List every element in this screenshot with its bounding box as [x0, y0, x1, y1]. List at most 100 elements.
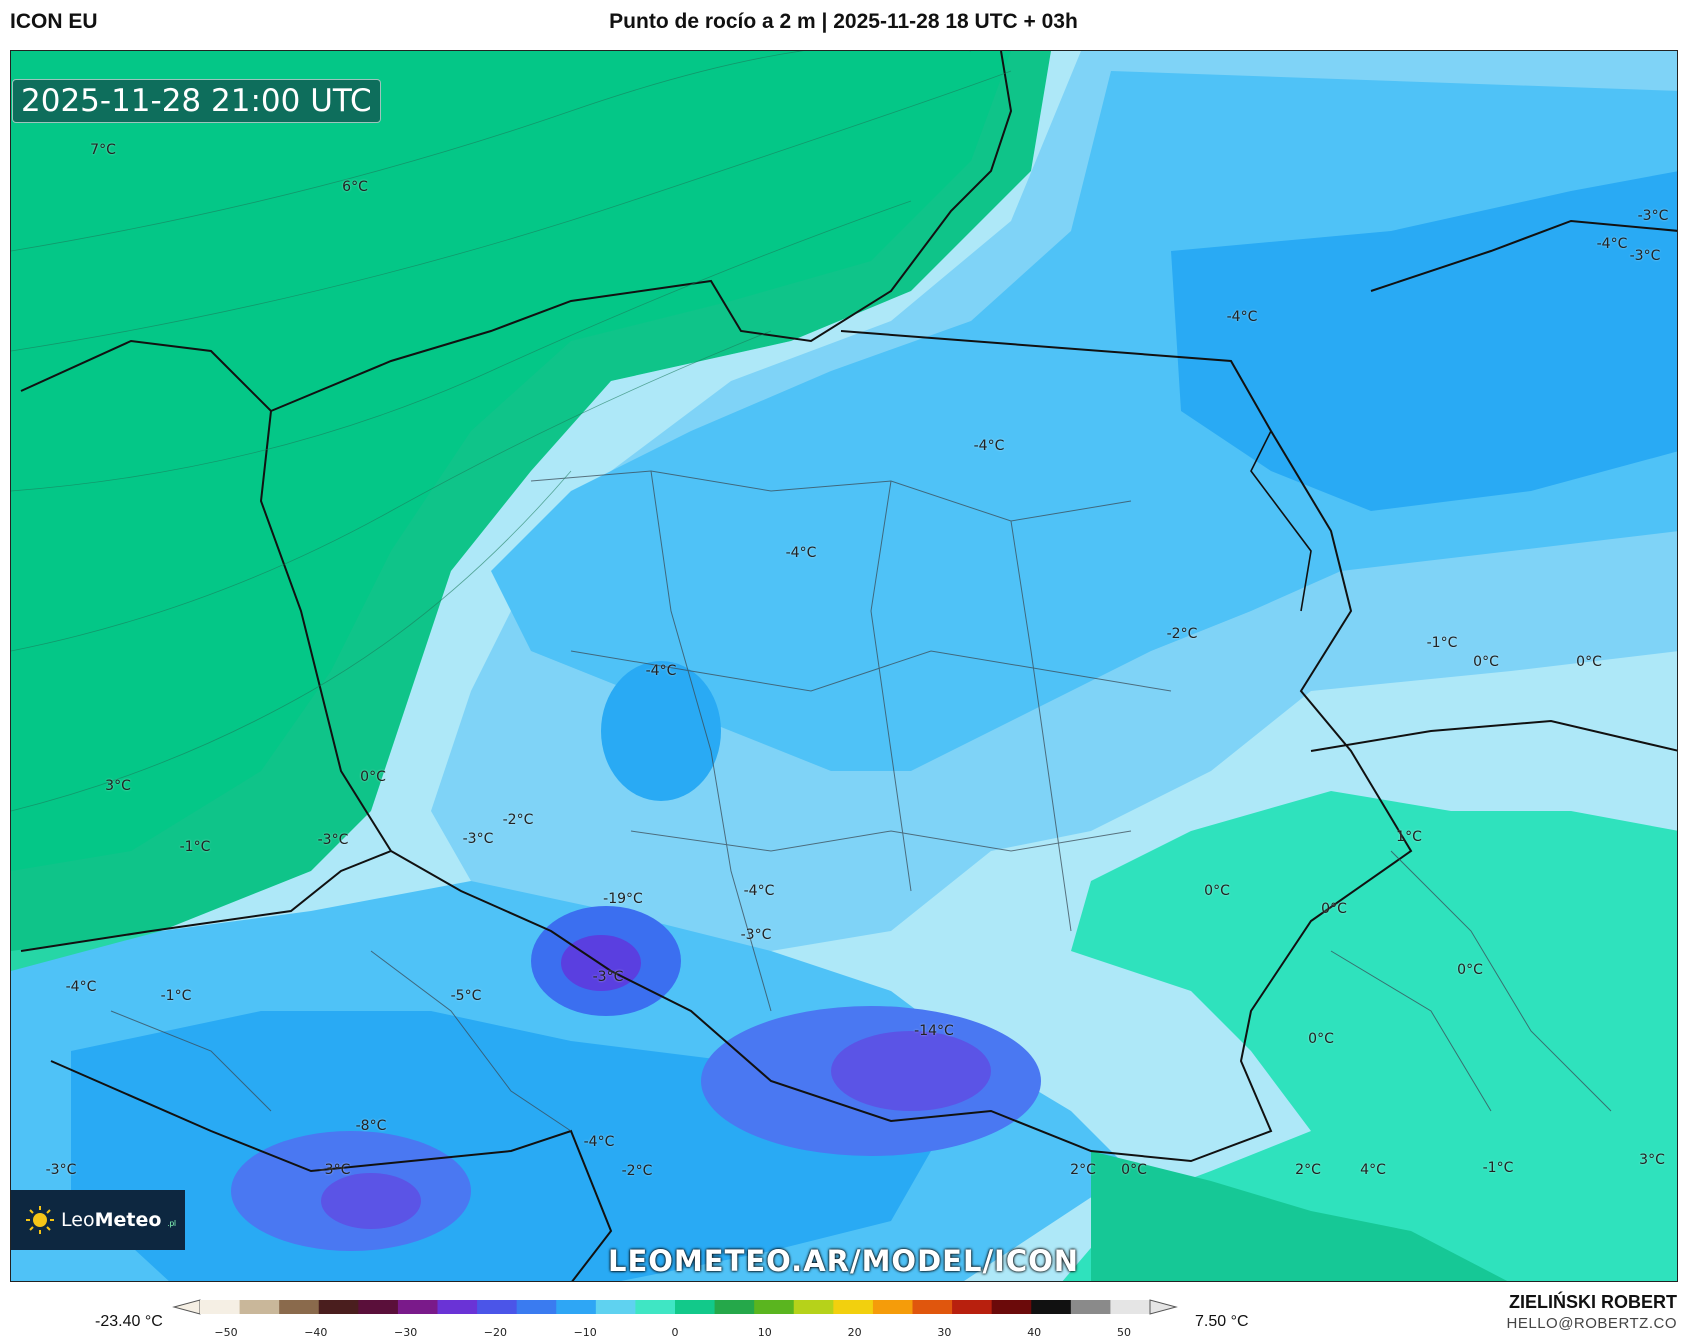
colorbar-segment — [556, 1300, 597, 1314]
contour-label: 6°C — [342, 179, 368, 195]
contour-label: -3°C — [740, 927, 772, 943]
contour-label: -2°C — [1166, 626, 1198, 642]
colorbar-segment — [477, 1300, 518, 1314]
valid-time-badge: 2025-11-28 21:00 UTC — [12, 79, 381, 123]
contour-label: -2°C — [502, 812, 534, 828]
site-watermark[interactable]: LEOMETEO.AR/MODEL/ICON — [607, 1244, 1080, 1278]
colorbar-tick-label: 40 — [1027, 1326, 1042, 1339]
colorbar-segment — [635, 1300, 676, 1314]
contour-label: 3°C — [1639, 1152, 1665, 1168]
logo-brand-light: Leo — [61, 1209, 95, 1231]
colorbar-segment — [912, 1300, 953, 1314]
contour-label: 0°C — [360, 769, 386, 785]
contour-label: 0°C — [1473, 654, 1499, 670]
colorbar-tick-label: −10 — [573, 1326, 597, 1339]
contour-label: -1°C — [179, 839, 211, 855]
model-name: ICON EU — [10, 10, 98, 33]
colorbar-tick-label: −30 — [393, 1326, 418, 1339]
contour-label: 0°C — [1576, 654, 1602, 670]
colorbar-segment — [714, 1300, 755, 1314]
colorbar-segment — [1070, 1300, 1111, 1314]
contour-label: -3°C — [45, 1162, 77, 1178]
colorbar-tick-label: −20 — [483, 1326, 507, 1339]
contour-label: -5°C — [450, 988, 482, 1004]
colorbar-tick-label: 0 — [671, 1326, 679, 1339]
contour-label: -3°C — [1637, 208, 1669, 224]
contour-label: -8°C — [355, 1118, 387, 1134]
colorbar-segment — [200, 1300, 241, 1314]
south-warm-region — [1091, 1151, 1508, 1281]
colorbar-tick-label: −40 — [304, 1326, 328, 1339]
map-title: Punto de rocío a 2 m | 2025-11-28 18 UTC… — [609, 10, 1078, 33]
logo-suffix: .pl — [167, 1218, 176, 1228]
colorbar-segment — [239, 1300, 280, 1314]
lithuania-latvia-border — [1370, 219, 1677, 292]
sun-icon — [26, 1206, 54, 1234]
contour-label: 0°C — [1308, 1031, 1334, 1047]
colorbar-arrow-left — [172, 1299, 201, 1315]
colorbar-segment — [952, 1300, 993, 1314]
contour-label: -3°C — [592, 969, 624, 985]
contour-label: -19°C — [603, 891, 643, 907]
contour-label: -3°C — [319, 1162, 351, 1178]
baltic-coastline — [20, 51, 1013, 413]
sea-region — [11, 51, 1011, 871]
leometeo-logo[interactable]: LeoMeteo .pl — [11, 1190, 185, 1250]
cold-pocket-wielkopolska — [601, 661, 721, 801]
colorbar-segment — [675, 1300, 716, 1314]
colorbar-tick-label: 50 — [1117, 1326, 1131, 1339]
contour-label: 0°C — [1204, 883, 1230, 899]
belarus-ukraine-border — [1310, 719, 1677, 752]
contour-label: -4°C — [65, 979, 97, 995]
contour-label: -14°C — [914, 1023, 954, 1039]
colorbar-segment — [279, 1300, 320, 1314]
se-warm-region — [1062, 791, 1677, 1281]
colorbar-segment — [991, 1300, 1032, 1314]
contour-label: -2°C — [621, 1163, 653, 1179]
contour-label: 3°C — [105, 778, 131, 794]
colorbar-min-label: -23.40 °C — [95, 1313, 163, 1330]
colorbar-segment — [437, 1300, 478, 1314]
germany-czech-border — [20, 850, 392, 952]
contour-label: -4°C — [645, 663, 677, 679]
contour-label: -1°C — [1426, 635, 1458, 651]
colorbar-segment — [1031, 1300, 1072, 1314]
colorbar-segment — [833, 1300, 874, 1314]
contour-label: 0°C — [1457, 962, 1483, 978]
austria-border — [50, 1060, 613, 1281]
ne-blue-region — [1171, 171, 1677, 511]
logo-brand-bold: Meteo — [94, 1209, 162, 1231]
colorbar-segment — [1110, 1300, 1151, 1314]
contour-label: 4°C — [1360, 1162, 1386, 1178]
contour-label: -3°C — [1629, 248, 1661, 264]
colorbar-tick-label: 10 — [757, 1326, 772, 1339]
contour-label: 0°C — [1121, 1162, 1147, 1178]
colorbar-max-label: 7.50 °C — [1195, 1313, 1249, 1330]
colorbar-segment — [516, 1300, 557, 1314]
cold-core-alps-inner — [321, 1173, 421, 1229]
belarus-border — [1250, 430, 1312, 612]
map-canvas — [11, 51, 1677, 1281]
contour-label: 0°C — [1321, 901, 1347, 917]
contour-label: -4°C — [973, 438, 1005, 454]
author-email[interactable]: HELLO@ROBERTZ.CO — [1506, 1315, 1677, 1332]
contour-label: -4°C — [1596, 236, 1628, 252]
poland-border — [259, 330, 1413, 1163]
colorbar-segment — [397, 1300, 438, 1314]
dewpoint-map[interactable]: 7°C 6°C 3°C 0°C -1°C -3°C -3°C -2°C -19°… — [10, 50, 1678, 1282]
colorbar-tick-label: 20 — [847, 1326, 862, 1339]
contour-label: -3°C — [317, 832, 349, 848]
colorbar-arrow-right — [1149, 1299, 1178, 1315]
contour-label: -4°C — [743, 883, 775, 899]
contour-label: 2°C — [1070, 1162, 1096, 1178]
colorbar-segment — [595, 1300, 636, 1314]
colorbar-segment — [872, 1300, 913, 1314]
colorbar-segment — [793, 1300, 834, 1314]
contour-label: -4°C — [583, 1134, 615, 1150]
author-name: ZIELIŃSKI ROBERT — [1508, 1292, 1677, 1312]
contour-label: 7°C — [90, 142, 116, 158]
contour-label: -3°C — [462, 831, 494, 847]
contour-label: -4°C — [1226, 309, 1258, 325]
colorbar-tick-label: −50 — [214, 1326, 238, 1339]
contour-label: -4°C — [785, 545, 817, 561]
